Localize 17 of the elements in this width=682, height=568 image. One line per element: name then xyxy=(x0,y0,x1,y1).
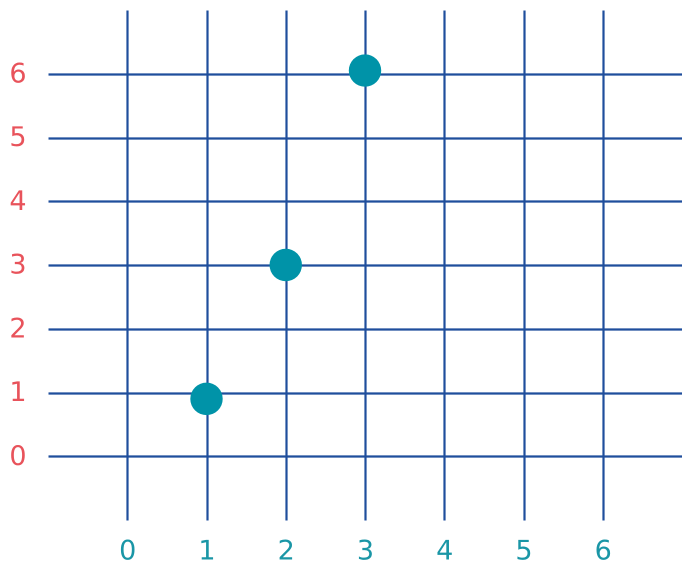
point xyxy=(190,382,223,416)
x-tick-label: 4 xyxy=(436,536,454,566)
point xyxy=(348,54,382,87)
y-tick-label: 5 xyxy=(9,122,26,153)
y-tick-label: 0 xyxy=(9,440,26,472)
x-tick-label: 1 xyxy=(198,536,216,566)
x-tick-label: 2 xyxy=(278,536,295,566)
y-tick-label: 6 xyxy=(9,58,26,90)
x-tick-label: 6 xyxy=(594,536,612,566)
y-tick-label: 1 xyxy=(9,377,26,408)
y-tick-label: 2 xyxy=(9,313,26,344)
x-tick-label: 3 xyxy=(356,536,374,566)
y-tick-label: 3 xyxy=(9,250,26,280)
point xyxy=(270,248,302,282)
x-tick-label: 0 xyxy=(119,536,136,566)
x-tick-label: 5 xyxy=(515,536,533,566)
y-tick-label: 4 xyxy=(9,186,26,217)
